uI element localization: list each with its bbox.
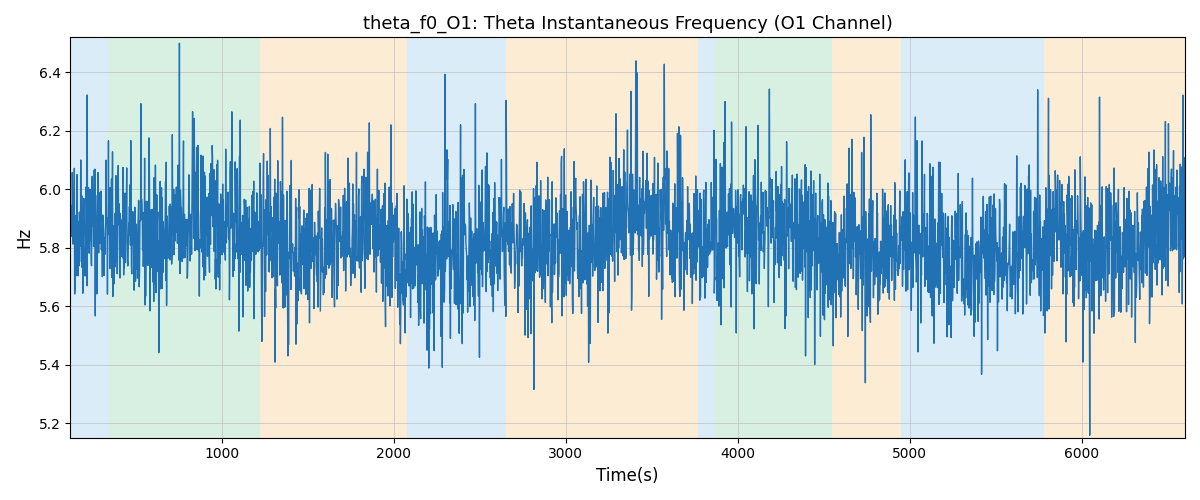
Bar xyxy=(748,38,833,438)
Bar xyxy=(1044,38,1186,438)
Bar xyxy=(698,38,715,438)
Title: theta_f0_O1: Theta Instantaneous Frequency (O1 Channel): theta_f0_O1: Theta Instantaneous Frequen… xyxy=(362,15,893,34)
Bar xyxy=(1013,38,1044,438)
X-axis label: Time(s): Time(s) xyxy=(596,467,659,485)
Bar xyxy=(833,38,901,438)
Bar xyxy=(259,38,408,438)
Y-axis label: Hz: Hz xyxy=(16,227,34,248)
Bar xyxy=(108,38,259,438)
Bar xyxy=(901,38,1013,438)
Bar xyxy=(408,38,505,438)
Bar xyxy=(71,38,108,438)
Bar xyxy=(505,38,698,438)
Bar xyxy=(715,38,748,438)
